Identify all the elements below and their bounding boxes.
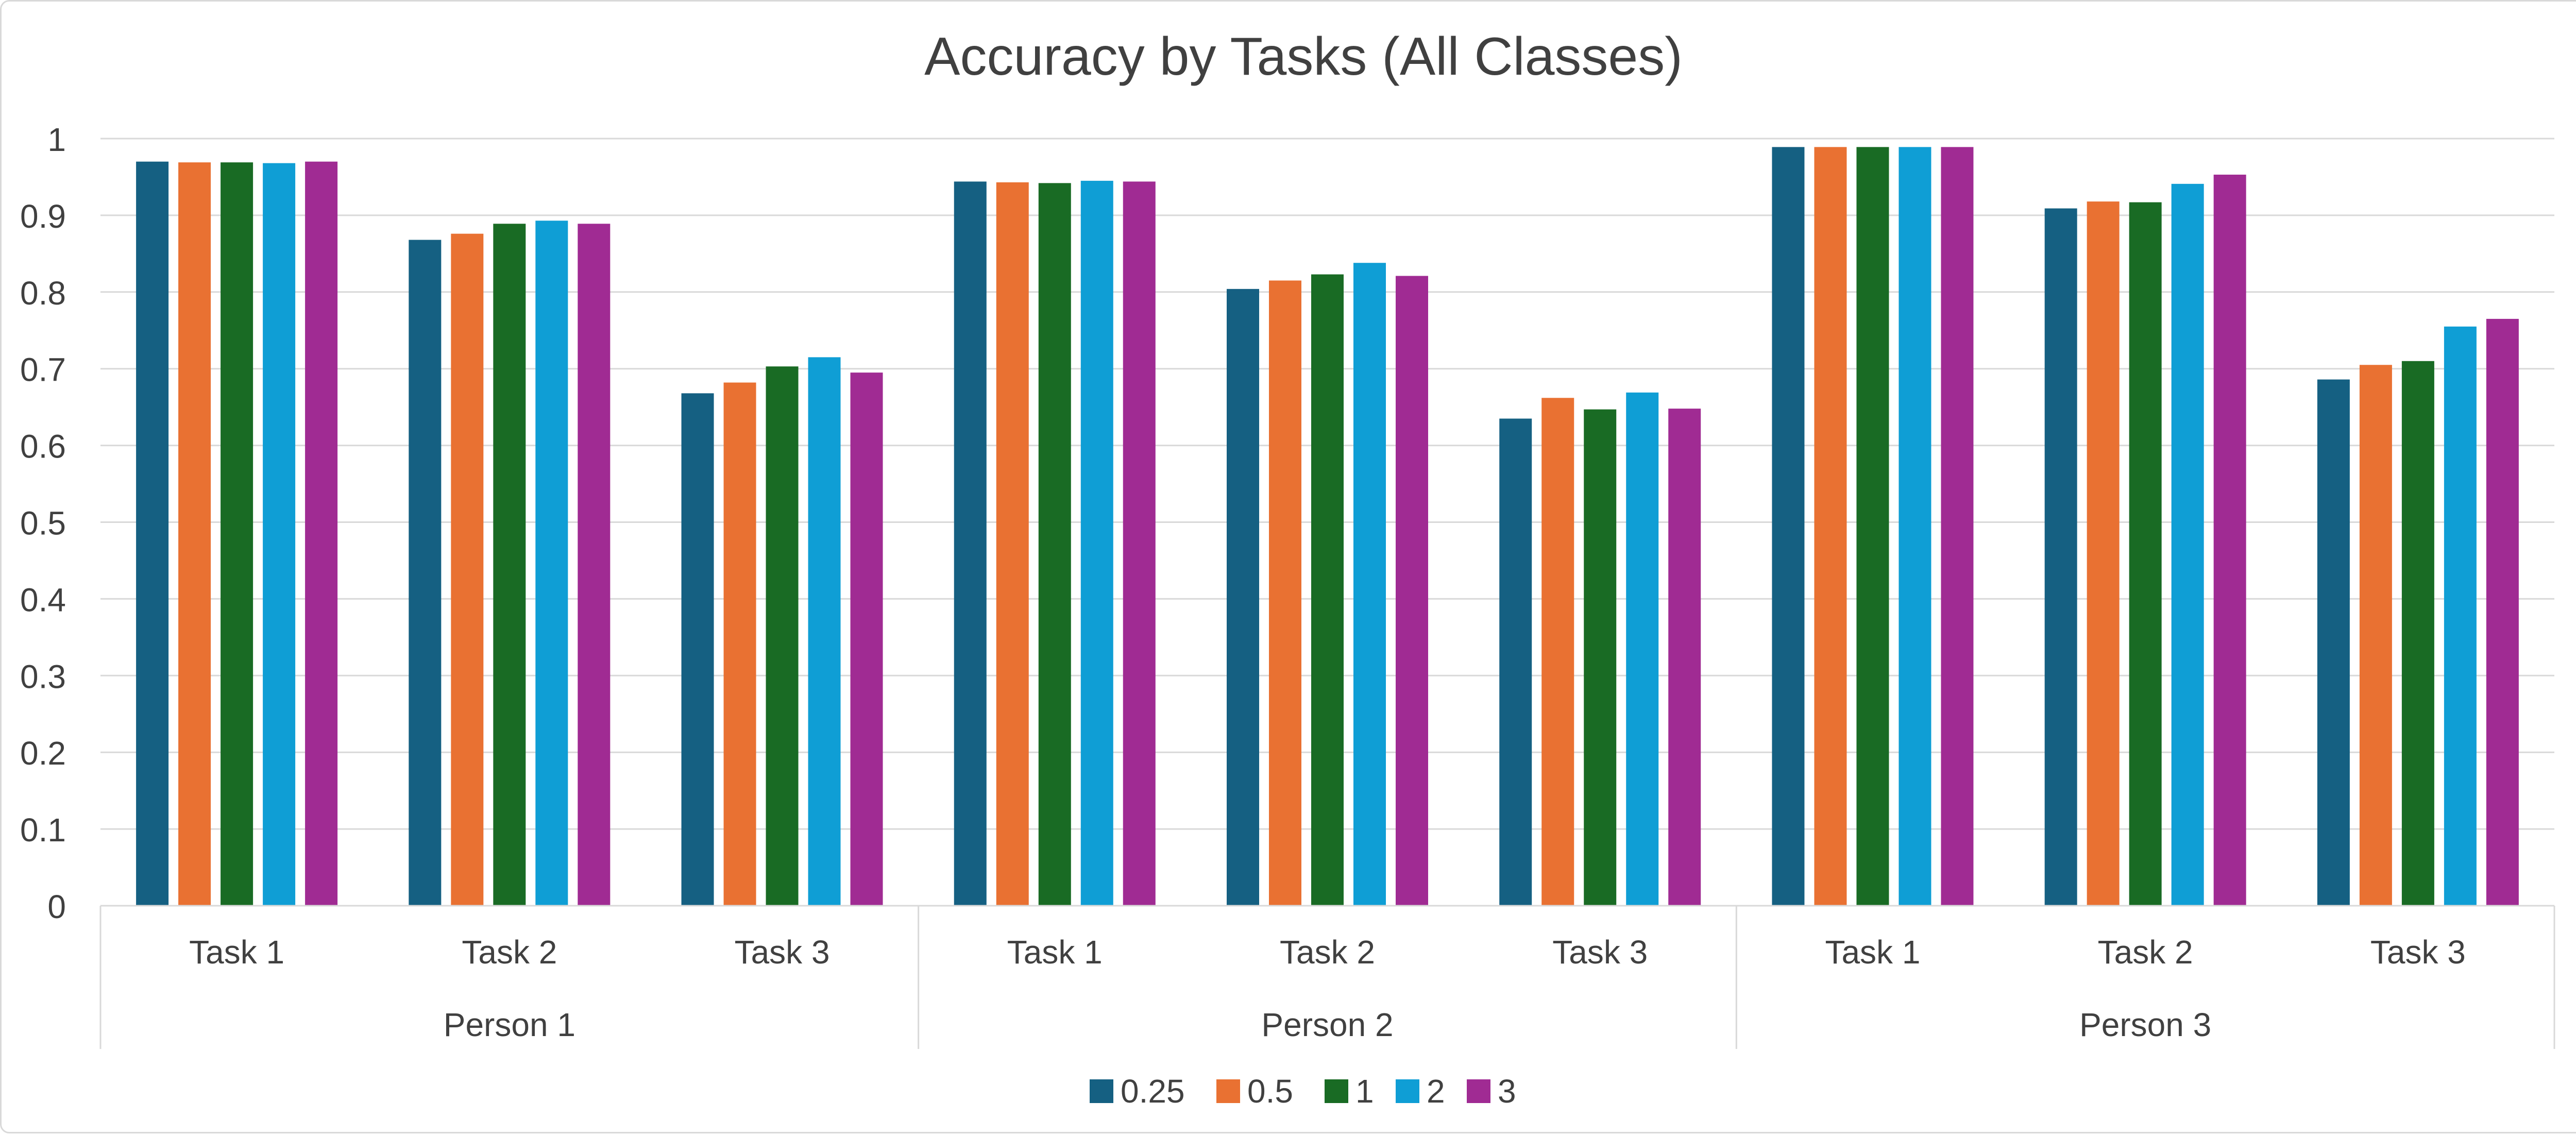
y-tick-label: 1	[47, 121, 66, 158]
y-axis-tick-labels: 0 0.1 0.2 0.3 0.4 0.5 0.6 0.7 0.8 0.9 1	[20, 121, 66, 925]
bar-1-8	[2129, 202, 2162, 906]
bar-3-4	[1123, 181, 1156, 906]
bar-3-8	[2213, 174, 2246, 906]
bar-0_5-6	[1541, 398, 1574, 906]
bar-0_25-7	[1772, 147, 1805, 906]
bar-0_5-7	[1814, 147, 1847, 906]
legend-item: 0.25	[1090, 1073, 1185, 1110]
bar-0_5-3	[723, 382, 756, 906]
legend-swatch	[1396, 1079, 1419, 1103]
bar-3-1	[305, 161, 338, 906]
legend-label: 1	[1355, 1073, 1374, 1110]
x-axis	[99, 905, 2555, 1049]
bar-2-2	[535, 221, 568, 906]
bar-3-5	[1396, 276, 1428, 906]
bar-1-5	[1311, 274, 1344, 906]
legend-swatch	[1325, 1079, 1348, 1103]
x-tick-label: Task 3	[2370, 934, 2466, 971]
chart-title: Accuracy by Tasks (All Classes)	[924, 27, 1683, 87]
legend-item: 0.5	[1216, 1073, 1293, 1110]
bar-0_25-1	[136, 161, 169, 906]
bar-2-9	[2444, 326, 2477, 906]
group-label: Person 1	[444, 1006, 575, 1043]
legend-swatch	[1467, 1079, 1490, 1103]
legend-swatch	[1090, 1079, 1113, 1103]
y-tick-label: 0.6	[20, 428, 66, 465]
legend-label: 0.5	[1247, 1073, 1293, 1110]
bars	[136, 147, 2519, 906]
bar-0_25-3	[681, 393, 714, 906]
legend-label: 0.25	[1121, 1073, 1185, 1110]
legend: 0.25 0.5 1 2 3	[1090, 1073, 1516, 1110]
bar-2-7	[1899, 147, 1931, 906]
bar-3-3	[850, 372, 883, 906]
bar-3-7	[1941, 147, 1974, 906]
legend-swatch	[1216, 1079, 1240, 1103]
y-tick-label: 0.8	[20, 275, 66, 312]
bar-0_25-2	[409, 240, 442, 906]
bar-0_5-2	[451, 233, 484, 906]
legend-label: 2	[1427, 1073, 1445, 1110]
bar-0_25-4	[954, 181, 987, 906]
y-tick-label: 0.7	[20, 351, 66, 388]
x-tick-label: Task 3	[1552, 934, 1648, 971]
x-tick-label: Task 2	[1280, 934, 1375, 971]
bar-0_5-5	[1269, 280, 1301, 906]
bar-0_5-9	[2359, 365, 2392, 906]
x-tick-label: Task 1	[189, 934, 284, 971]
x-tick-label: Task 1	[1825, 934, 1920, 971]
y-tick-label: 0.1	[20, 811, 66, 849]
y-tick-label: 0	[47, 888, 66, 925]
group-label: Person 2	[1261, 1006, 1393, 1043]
bar-0_5-8	[2087, 201, 2120, 906]
bar-1-4	[1038, 183, 1071, 906]
bar-0_25-9	[2317, 379, 2350, 906]
bar-1-6	[1584, 409, 1617, 906]
bar-2-5	[1353, 263, 1386, 906]
legend-item: 2	[1396, 1073, 1445, 1110]
x-tick-label: Task 1	[1007, 934, 1103, 971]
x-tick-label: Task 3	[735, 934, 830, 971]
legend-item: 1	[1325, 1073, 1374, 1110]
bar-1-2	[493, 224, 526, 906]
y-tick-label: 0.3	[20, 658, 66, 695]
bar-0_25-8	[2044, 208, 2077, 906]
y-tick-label: 0.5	[20, 505, 66, 542]
y-tick-label: 0.9	[20, 198, 66, 235]
bar-2-8	[2171, 183, 2204, 906]
bar-2-4	[1080, 180, 1113, 906]
bar-0_5-1	[178, 162, 211, 906]
bar-1-1	[221, 162, 253, 906]
bar-3-2	[578, 224, 611, 906]
bar-1-3	[766, 366, 799, 906]
legend-label: 3	[1498, 1073, 1516, 1110]
bar-1-7	[1856, 147, 1889, 906]
bar-1-9	[2401, 361, 2434, 906]
bar-2-1	[263, 163, 296, 906]
bar-3-9	[2486, 318, 2519, 906]
x-axis-labels: Task 1 Task 2 Task 3 Task 1 Task 2 Task 3 Task…	[189, 934, 2466, 1043]
bar-0_5-4	[996, 182, 1029, 906]
bar-0_25-5	[1227, 289, 1259, 906]
bar-0_25-6	[1499, 418, 1532, 906]
legend-item: 3	[1467, 1073, 1516, 1110]
x-tick-label: Task 2	[462, 934, 557, 971]
x-tick-label: Task 2	[2098, 934, 2193, 971]
bar-2-6	[1626, 392, 1659, 906]
y-tick-label: 0.4	[20, 581, 66, 618]
bar-2-3	[808, 357, 841, 906]
bar-3-6	[1668, 409, 1701, 906]
group-label: Person 3	[2079, 1006, 2211, 1043]
y-tick-label: 0.2	[20, 735, 66, 772]
